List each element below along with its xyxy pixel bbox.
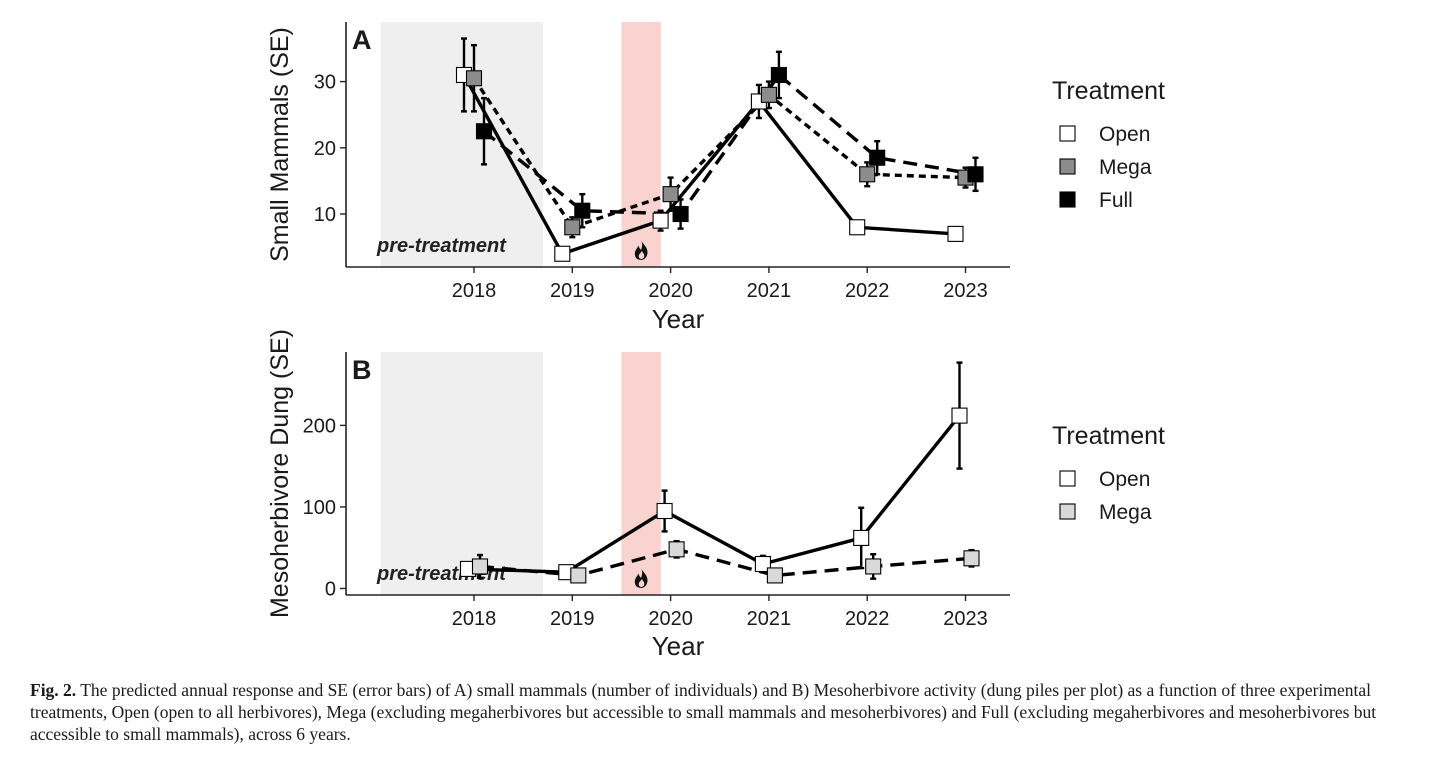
legend-label-full: Full [1099,189,1133,212]
data-point-full [967,166,984,183]
data-point-full [770,66,787,84]
y-axis-title: Small Mammals (SE) [266,27,294,262]
data-point-open [947,225,964,242]
series-line-full [482,73,976,216]
legend-key-open [1059,470,1076,487]
data-point-full [869,149,886,166]
y-tick-label: 20 [314,138,336,160]
legend-label-mega: Mega [1099,501,1152,524]
series-line-open [462,74,956,256]
data-point-open [849,219,866,236]
x-tick-label: 2021 [747,280,792,302]
data-point-mega [760,86,777,103]
legend-key-mega [1059,503,1076,520]
data-point-open [951,407,968,424]
data-point-mega [564,219,581,236]
data-point-mega [570,567,587,584]
x-axis-title: Year [652,304,705,334]
y-tick-label: 0 [325,578,336,600]
x-tick-label: 2022 [845,280,890,302]
x-tick-label: 2023 [943,608,988,630]
figure-caption: Fig. 2. The predicted annual response an… [30,679,1420,745]
y-tick-label: 100 [303,497,336,519]
data-point-mega [471,558,489,575]
x-tick-label: 2020 [648,608,693,630]
y-tick-label: 10 [314,204,336,226]
y-tick-label: 30 [314,72,336,94]
data-point-mega [963,550,980,567]
panel-a: 10 20 30 2018 2019 2020 2021 2022 2023 Year Small … [266,22,1165,334]
data-point-full [672,205,689,223]
legend-label-open: Open [1099,468,1150,491]
series-line-mega [472,77,966,229]
caption-label: Fig. 2. [30,680,77,700]
pre-treatment-label: pre-treatment [376,235,507,257]
data-point-mega [766,567,783,584]
legend-title: Treatment [1052,422,1165,450]
data-point-open [754,555,771,573]
x-axis-title: Year [652,631,705,661]
x-tick-label: 2023 [943,280,988,302]
data-point-open [656,502,673,520]
x-tick-label: 2019 [550,608,595,630]
data-point-mega [865,558,882,575]
x-tick-label: 2021 [747,608,792,630]
x-tick-label: 2019 [550,280,595,302]
data-point-mega [668,541,685,558]
data-point-full [475,123,493,140]
legend-key-open [1059,125,1076,142]
caption-text: The predicted annual response and SE (er… [30,680,1377,744]
data-point-open [554,245,571,262]
x-tick-label: 2018 [452,280,497,302]
y-axis-title: Mesoherbivore Dung (SE) [266,329,294,618]
series-line-mega [479,547,972,578]
y-tick-label: 200 [303,415,336,437]
legend-label-open: Open [1099,123,1150,146]
panel-label: A [352,25,372,55]
data-point-mega [662,186,679,203]
x-tick-label: 2018 [452,608,497,630]
x-tick-label: 2020 [648,280,693,302]
legend-key-full [1059,191,1076,208]
panel-b: 0 100 200 2018 2019 2020 2021 2022 2023 Year Mesoh… [266,329,1165,661]
data-point-mega [465,70,483,87]
panel-label: B [352,355,372,385]
pre-treatment-region [380,352,543,595]
data-point-open [652,212,669,229]
legend-label-mega: Mega [1099,156,1152,179]
pre-treatment-region [380,22,543,267]
data-point-full [574,202,591,219]
legend-title: Treatment [1052,77,1165,105]
figure-2: 10 20 30 2018 2019 2020 2021 2022 2023 Year Small … [266,22,1165,661]
data-point-mega [859,166,876,183]
x-tick-label: 2022 [845,608,890,630]
legend-key-mega [1059,158,1076,175]
data-point-open [853,529,870,546]
